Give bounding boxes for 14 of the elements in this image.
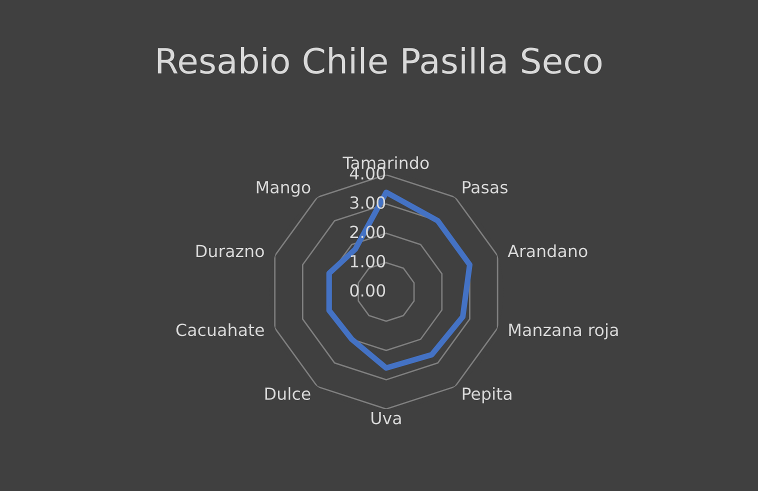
spoke-label: Pepita: [462, 387, 512, 404]
y-tick-label: 4.00: [350, 167, 386, 180]
chart-title: Resabio Chile Pasilla Seco: [158, 47, 602, 74]
spoke-label: Mango: [256, 181, 310, 197]
spoke-label: Cacuahate: [176, 323, 264, 336]
y-tick-label: 0.00: [350, 284, 386, 297]
spoke-label: Dulce: [265, 387, 310, 400]
spoke-label: Pasas: [462, 181, 508, 194]
spoke-label: Durazno: [196, 244, 264, 258]
spoke-label: Manzana roja: [509, 323, 618, 340]
spoke-label: Tamarindo: [342, 156, 429, 170]
spoke-label: Uva: [372, 412, 401, 424]
spoke-label: Arandano: [508, 244, 588, 258]
y-tick-label: 1.00: [350, 254, 386, 268]
